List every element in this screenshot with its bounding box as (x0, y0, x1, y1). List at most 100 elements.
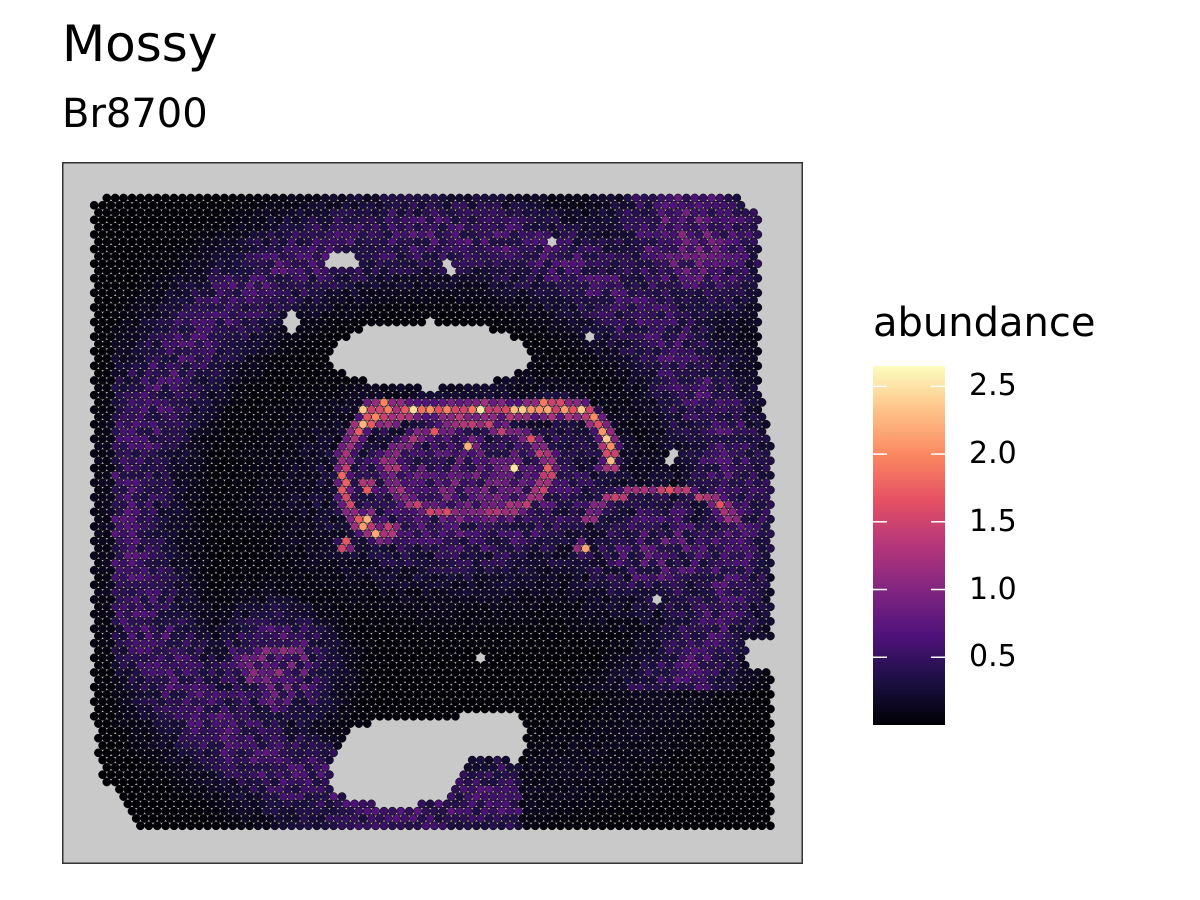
spot (606, 325, 616, 334)
spot (308, 332, 317, 342)
spot (106, 405, 116, 415)
spot (295, 252, 305, 261)
spot (560, 405, 569, 415)
spot (220, 587, 229, 597)
spot (169, 500, 179, 509)
spot (270, 266, 280, 276)
spot (530, 646, 540, 655)
spot (278, 354, 288, 363)
spot (388, 266, 397, 276)
spot (669, 405, 679, 415)
spot (262, 617, 271, 626)
spot (383, 609, 393, 619)
spot (232, 230, 242, 239)
spot (325, 317, 334, 327)
spot (245, 383, 254, 393)
spot (392, 273, 401, 283)
spot (686, 376, 695, 385)
spot (102, 354, 112, 363)
spot (413, 266, 422, 276)
spot (694, 624, 704, 634)
spot (749, 412, 758, 422)
spot (287, 427, 296, 436)
spot (425, 638, 435, 648)
spot (673, 514, 683, 524)
spot (442, 580, 452, 590)
spot (199, 244, 208, 254)
spot (169, 617, 179, 626)
spot (123, 463, 133, 473)
spot (329, 660, 338, 670)
spot (757, 500, 767, 509)
spot (299, 332, 309, 342)
spot (598, 412, 607, 422)
spot (644, 361, 653, 371)
spot (719, 244, 729, 254)
spot (568, 215, 578, 225)
spot (337, 544, 347, 553)
spot (165, 303, 175, 312)
spot (602, 361, 611, 371)
spot (472, 660, 481, 670)
spot (417, 653, 427, 663)
spot (715, 193, 725, 203)
spot (539, 514, 548, 524)
spot (438, 646, 448, 655)
spot (644, 551, 653, 561)
spot (677, 244, 687, 254)
spot (262, 398, 271, 407)
spot (224, 244, 233, 254)
spot (673, 354, 683, 363)
spot (757, 471, 767, 480)
spot (409, 230, 418, 239)
spot (404, 660, 414, 670)
spot (648, 208, 658, 217)
spot (354, 660, 364, 670)
spot (207, 390, 217, 400)
spot (682, 558, 691, 568)
spot (396, 544, 406, 553)
spot (110, 660, 120, 670)
spot (320, 500, 330, 509)
spot (136, 237, 145, 247)
spot (623, 427, 632, 436)
spot (631, 631, 641, 641)
spot (333, 419, 343, 429)
spot (488, 266, 498, 276)
spot (631, 412, 641, 422)
spot (110, 558, 120, 568)
spot (346, 500, 355, 509)
spot (732, 485, 742, 495)
spot (694, 434, 704, 444)
spot (715, 587, 725, 597)
spot (299, 463, 309, 473)
spot (438, 485, 448, 495)
spot (753, 478, 763, 488)
spot (115, 522, 124, 531)
spot (682, 617, 691, 626)
spot (89, 288, 99, 298)
spot (203, 441, 212, 451)
spot (161, 193, 170, 203)
spot (606, 208, 616, 217)
spot (320, 573, 330, 582)
spot (740, 222, 750, 232)
spot (627, 565, 637, 575)
spot (312, 660, 322, 670)
spot (732, 456, 742, 466)
spot (115, 434, 124, 444)
spot (568, 361, 578, 371)
spot (480, 252, 490, 261)
spot (724, 295, 733, 305)
spot (539, 500, 548, 509)
spot (455, 237, 464, 247)
spot (211, 398, 221, 407)
spot (610, 551, 620, 561)
spot (316, 624, 326, 634)
spot (698, 573, 708, 582)
spot (409, 434, 418, 444)
spot (178, 617, 187, 626)
spot (379, 617, 389, 626)
spot (480, 660, 490, 670)
spot (602, 317, 611, 327)
